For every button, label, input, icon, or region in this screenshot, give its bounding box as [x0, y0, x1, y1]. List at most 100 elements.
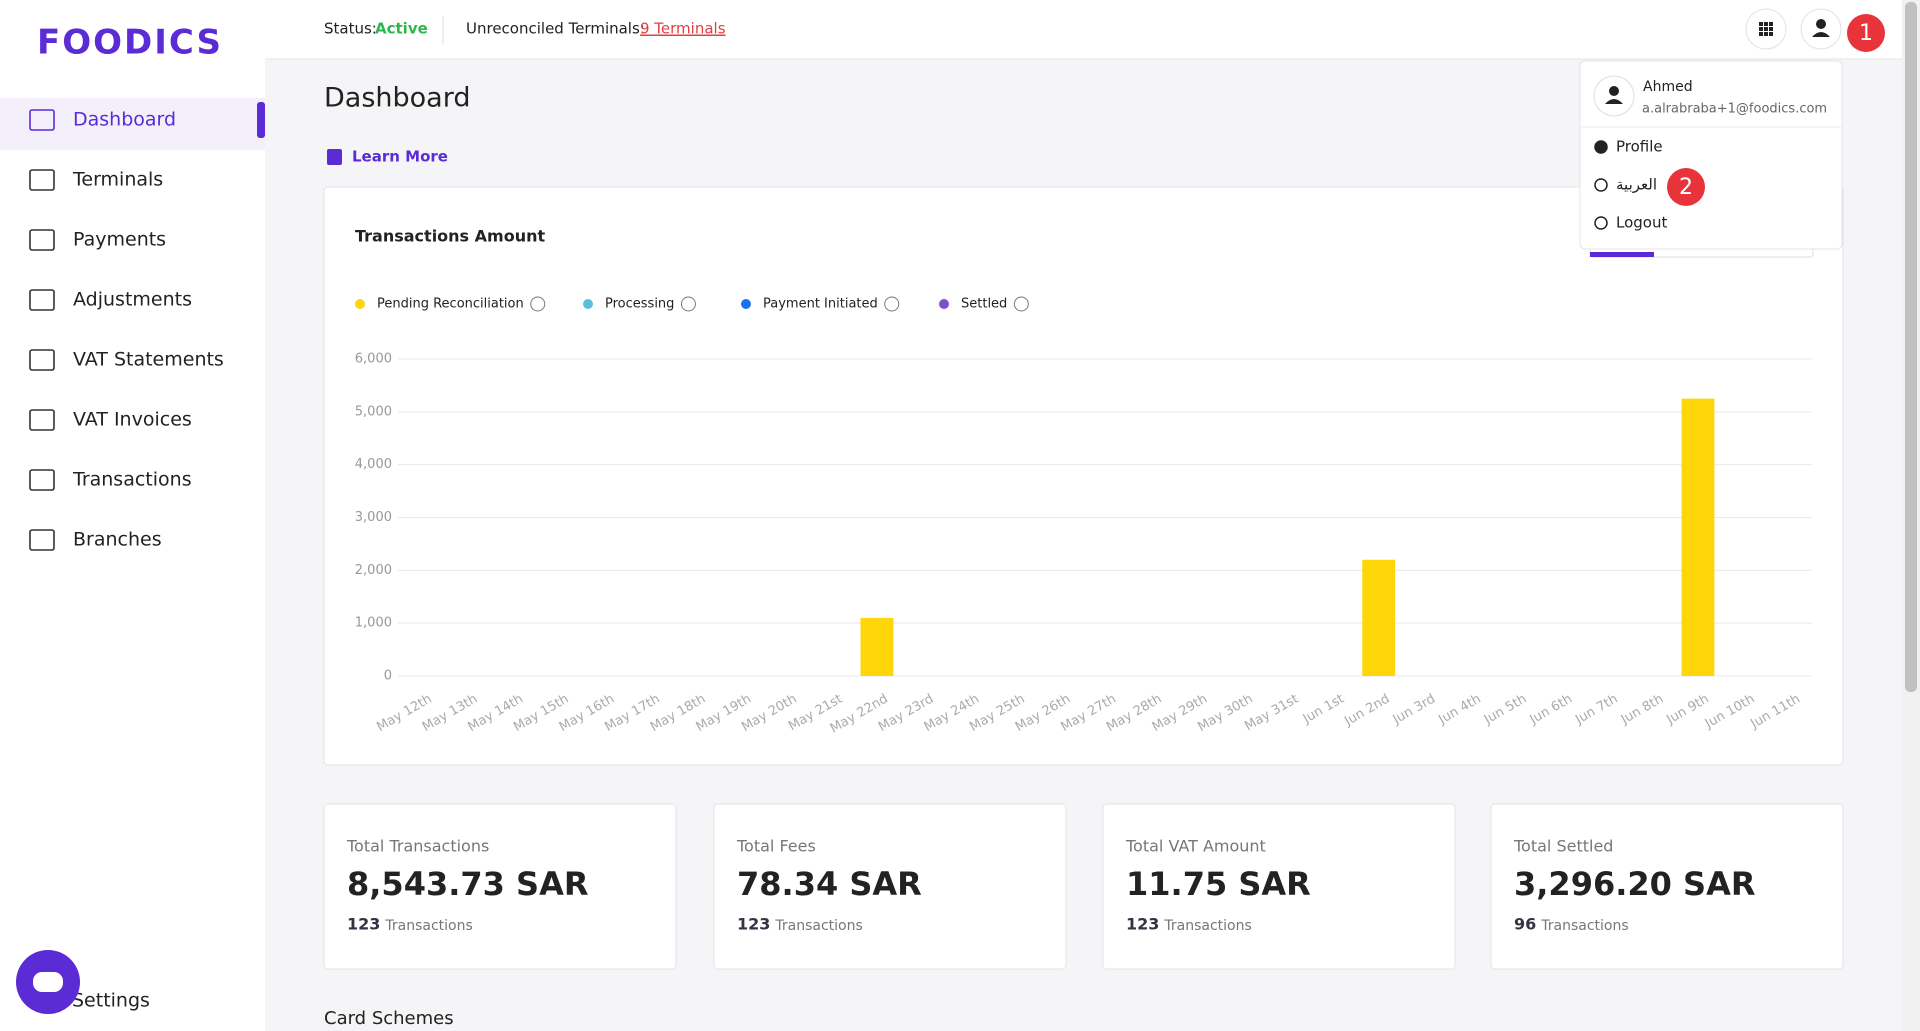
stat-count: 123 [737, 915, 770, 934]
step-badge [1667, 168, 1705, 206]
nav-icon [29, 229, 55, 251]
legend-label: Payment Initiated [763, 297, 878, 312]
user-icon [1812, 32, 1830, 37]
menu-icon [1594, 178, 1608, 192]
status-label: Status: [324, 20, 377, 38]
nav-icon [29, 409, 55, 431]
logo: FOODICS [37, 23, 223, 63]
stat-count: 123 [347, 915, 380, 934]
y-tick-label: 3,000 [355, 510, 392, 525]
menu-item[interactable]: Profile [1616, 138, 1663, 156]
menu-name: Ahmed [1643, 79, 1693, 95]
nav-item[interactable]: Transactions [72, 469, 192, 491]
menu-icon [1594, 140, 1608, 154]
info-icon [884, 296, 900, 312]
nav-icon [29, 109, 55, 131]
legend-label: Processing [605, 297, 674, 312]
section-title: Card Schemes [324, 1008, 454, 1029]
stat-title: Total VAT Amount [1125, 837, 1266, 856]
legend-marker [355, 299, 365, 309]
chart-title: Transactions Amount [355, 227, 545, 246]
learn-icon [327, 149, 342, 165]
stat-card [713, 803, 1067, 970]
legend-marker [583, 299, 593, 309]
step-number: 2 [1679, 175, 1693, 200]
nav-item[interactable]: VAT Invoices [73, 409, 192, 431]
stat-card [1102, 803, 1456, 970]
stat-amount: 78.34 SAR [737, 865, 922, 903]
bar [860, 617, 894, 676]
nav-icon [29, 289, 55, 311]
bar [1362, 559, 1396, 676]
nav-item[interactable]: VAT Statements [73, 349, 224, 371]
bar [1681, 398, 1715, 676]
sidebar [0, 0, 265, 1031]
menu-icon [1594, 216, 1608, 230]
y-tick-label: 6,000 [355, 352, 392, 367]
step-number: 1 [1859, 21, 1873, 46]
learn-more[interactable]: Learn More [352, 148, 448, 166]
stat-card [1490, 803, 1844, 970]
nav-icon [29, 169, 55, 191]
stat-unit: Transactions [1540, 918, 1628, 934]
stat-title: Total Transactions [346, 837, 489, 856]
period-active [1590, 252, 1654, 257]
menu-email: a.alrabraba+1@foodics.com [1642, 102, 1827, 117]
avatar-icon [1609, 86, 1619, 96]
nav-item[interactable]: Terminals [72, 169, 163, 191]
nav-item[interactable]: Adjustments [73, 289, 192, 311]
nav-icon [29, 349, 55, 371]
stat-card [323, 803, 677, 970]
y-tick-label: 4,000 [355, 457, 392, 472]
info-icon [1013, 296, 1029, 312]
nav-item[interactable]: Dashboard [73, 109, 176, 131]
chart-card [323, 186, 1844, 766]
info-icon [530, 296, 546, 312]
step-badge [1847, 14, 1885, 52]
stat-amount: 11.75 SAR [1126, 865, 1311, 903]
stat-unit: Transactions [384, 918, 472, 934]
nav-item[interactable]: Payments [73, 229, 166, 251]
unreconciled-label: Unreconciled Terminals: [466, 20, 645, 38]
user-menu [1579, 60, 1843, 250]
y-tick-label: 5,000 [355, 404, 392, 419]
header [265, 0, 1902, 59]
legend-label: Pending Reconciliation [377, 297, 524, 312]
apps-icon [1759, 22, 1773, 36]
y-tick-label: 2,000 [355, 563, 392, 578]
stat-title: Total Settled [1513, 837, 1613, 856]
stat-unit: Transactions [1163, 918, 1251, 934]
y-tick-label: 1,000 [355, 616, 392, 631]
status-value: Active [375, 20, 428, 38]
nav-indicator [257, 102, 265, 138]
stat-amount: 8,543.73 SAR [347, 865, 589, 903]
legend-marker [741, 299, 751, 309]
nav-icon [29, 529, 55, 551]
stat-title: Total Fees [736, 837, 816, 856]
menu-item[interactable]: Logout [1616, 214, 1667, 232]
nav-active-bg [0, 98, 265, 150]
scrollbar-thumb [1905, 2, 1917, 692]
stat-unit: Transactions [774, 918, 862, 934]
y-tick-label: 0 [384, 669, 392, 684]
avatar-icon [1605, 99, 1623, 104]
nav-item[interactable]: Settings [72, 990, 150, 1012]
chat-icon [33, 972, 63, 992]
stat-amount: 3,296.20 SAR [1514, 865, 1756, 903]
stat-count: 96 [1514, 915, 1536, 934]
nav-item[interactable]: Branches [73, 529, 162, 551]
page-title: Dashboard [324, 83, 470, 114]
menu-item[interactable]: العربية [1616, 176, 1657, 194]
info-icon [680, 296, 696, 312]
nav: Dashboard Terminals Payments Adjustments VAT… [29, 109, 224, 551]
nav-icon [29, 469, 55, 491]
unreconciled-link[interactable]: 9 Terminals [640, 20, 726, 38]
legend-marker [939, 299, 949, 309]
user-icon [1816, 19, 1826, 29]
menu-items: Profile العربية Logout [1594, 138, 1667, 232]
legend-label: Settled [961, 297, 1007, 312]
stat-count: 123 [1126, 915, 1159, 934]
